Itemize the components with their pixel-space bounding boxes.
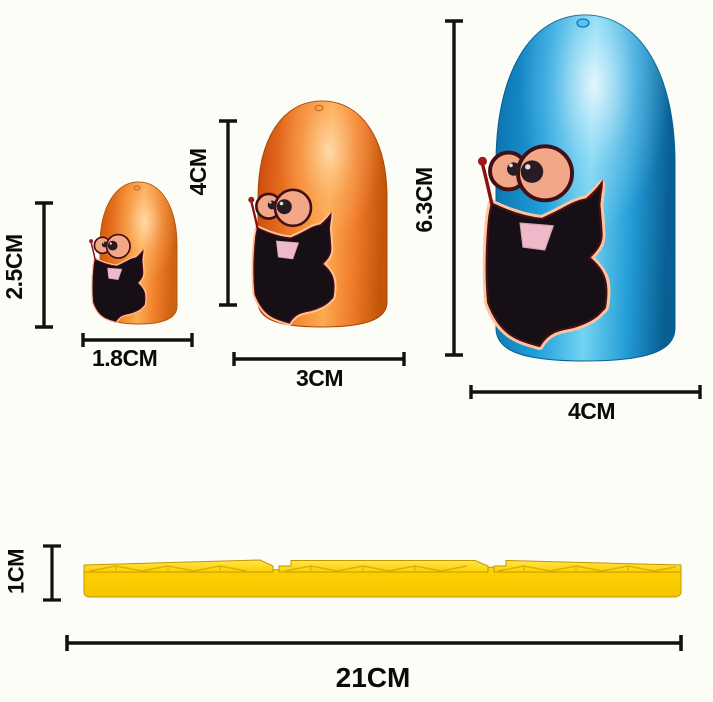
svg-text:1CM: 1CM (4, 549, 29, 594)
svg-text:4CM: 4CM (186, 148, 211, 195)
svg-text:6.3CM: 6.3CM (412, 167, 437, 232)
svg-text:2.5CM: 2.5CM (2, 234, 27, 299)
